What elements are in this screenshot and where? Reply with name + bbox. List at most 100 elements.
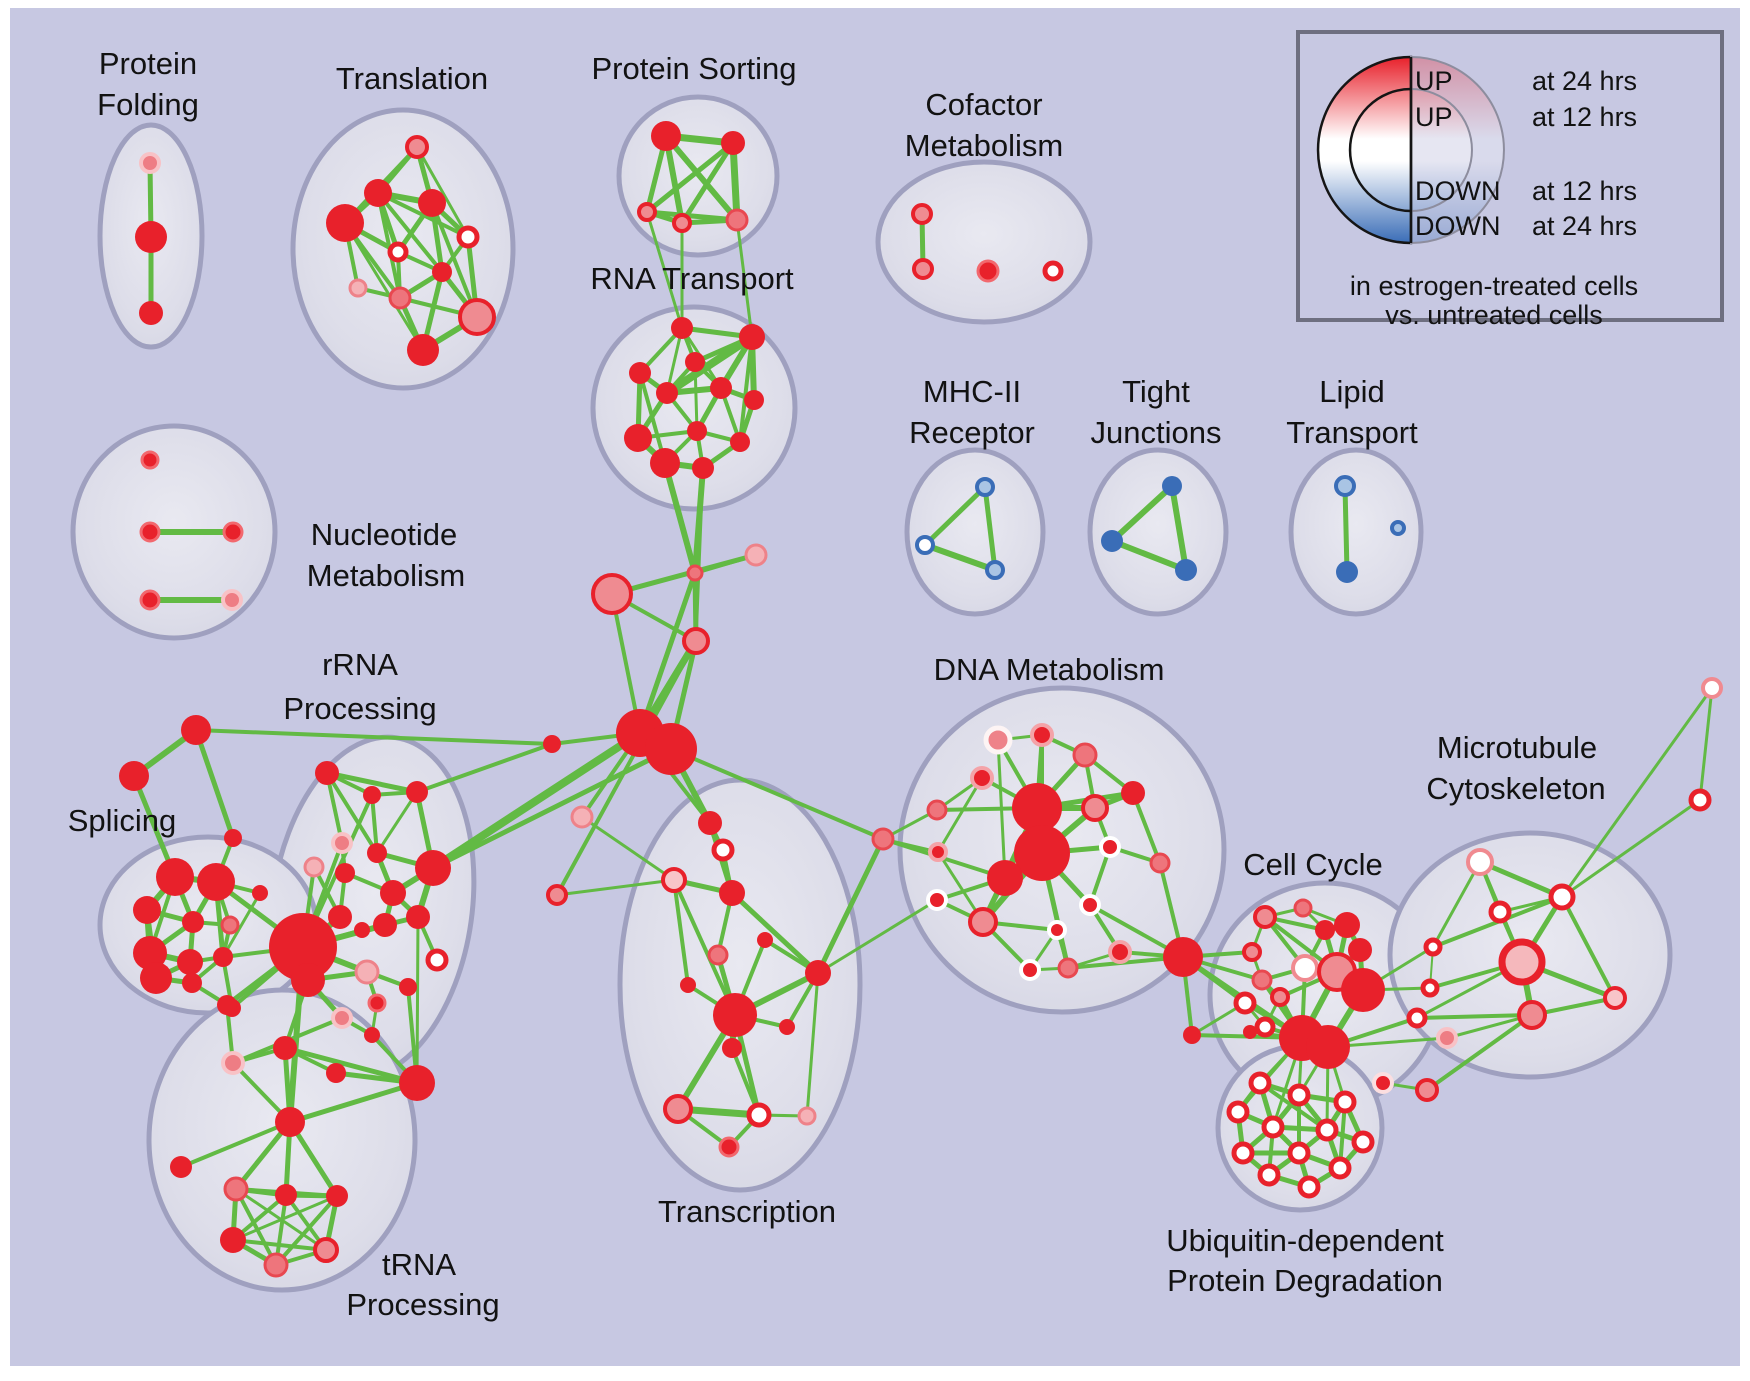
gene-node-nm3 bbox=[139, 589, 161, 611]
gene-node-mt4 bbox=[1517, 1000, 1547, 1030]
gene-node-tl10 bbox=[407, 334, 439, 366]
gene-node-cc14 bbox=[1306, 1025, 1350, 1069]
gene-node-tl8 bbox=[388, 286, 412, 310]
gene-node-sp1 bbox=[197, 863, 235, 901]
gene-node-tx3 bbox=[719, 880, 745, 906]
gene-node-cc12 bbox=[1254, 1016, 1276, 1038]
gene-node-tx2 bbox=[661, 867, 687, 893]
gene-node-cc5 bbox=[1291, 954, 1319, 982]
edge-ps1-ps3 bbox=[679, 140, 736, 226]
gene-node-lp2 bbox=[1390, 520, 1406, 536]
gene-node-rt0 bbox=[671, 317, 693, 339]
gene-node-dm5 bbox=[871, 827, 895, 851]
gene-node-tr5 bbox=[220, 1227, 246, 1253]
gene-node-dm17 bbox=[1047, 920, 1067, 940]
gene-node-mt5 bbox=[1603, 986, 1627, 1010]
edge-tx4-ch3 bbox=[555, 639, 698, 897]
gene-node-tr7 bbox=[263, 1252, 289, 1278]
gene-node-ub9 bbox=[1328, 1156, 1352, 1180]
gene-node-rr15 bbox=[425, 948, 449, 972]
legend-caption-0: in estrogen-treated cells bbox=[1350, 271, 1638, 301]
legend-dir-2: DOWN bbox=[1415, 176, 1500, 206]
gene-node-tr4 bbox=[326, 1185, 348, 1207]
edge-mh0-mh1 bbox=[922, 484, 988, 548]
cluster-bubble-transcription bbox=[617, 777, 863, 1193]
gene-node-dm11 bbox=[1121, 781, 1145, 805]
edge-ps1-ps2 bbox=[644, 140, 736, 215]
gene-node-ub0 bbox=[1248, 1071, 1272, 1095]
gene-node-rr18 bbox=[367, 993, 387, 1013]
cluster-label-protein-sorting-0: Protein Sorting bbox=[591, 51, 796, 86]
gene-node-tl1 bbox=[326, 204, 364, 242]
cluster-label-microtubule-cytoskeleton-1: Cytoskeleton bbox=[1426, 771, 1605, 806]
gene-node-rr14 bbox=[291, 963, 325, 997]
edge-tx9-dm14 bbox=[816, 898, 939, 975]
gene-node-tx7 bbox=[680, 977, 696, 993]
cluster-label-tight-junctions-0: Tight bbox=[1122, 374, 1190, 409]
cluster-label-cofactor-metabolism-0: Cofactor bbox=[925, 87, 1042, 122]
edge-ch6-rr7 bbox=[430, 746, 674, 871]
gene-node-dm12 bbox=[1099, 836, 1121, 858]
gene-node-tl9 bbox=[458, 298, 496, 336]
gene-node-sp2 bbox=[133, 896, 161, 924]
gene-node-dm19 bbox=[1019, 959, 1041, 981]
cluster-label-cofactor-metabolism-1: Metabolism bbox=[905, 128, 1064, 163]
gene-node-rt10 bbox=[650, 448, 680, 478]
gene-node-ub10 bbox=[1257, 1163, 1281, 1187]
gene-node-sp4 bbox=[220, 915, 240, 935]
gene-node-tr1 bbox=[170, 1156, 192, 1178]
gene-node-tr2 bbox=[223, 1176, 249, 1202]
gene-node-mt6 bbox=[1701, 677, 1723, 699]
gene-node-dm13 bbox=[1149, 852, 1171, 874]
gene-node-tx14 bbox=[797, 1106, 817, 1126]
gene-node-cc7 bbox=[1251, 969, 1273, 991]
gene-node-dm20 bbox=[1057, 957, 1079, 979]
legend-dir-0: UP bbox=[1415, 66, 1453, 96]
gene-node-ch2 bbox=[591, 573, 633, 615]
gene-node-rr20 bbox=[364, 1027, 380, 1043]
gene-node-tl5 bbox=[387, 241, 409, 263]
gene-node-cc0 bbox=[1253, 905, 1277, 929]
gene-node-sp5 bbox=[252, 885, 268, 901]
edge-tj0-tj1 bbox=[1109, 483, 1175, 544]
gene-node-pf2 bbox=[139, 301, 163, 325]
gene-node-rr12 bbox=[406, 905, 430, 929]
cluster-label-ubiquitin-degradation-0: Ubiquitin-dependent bbox=[1166, 1223, 1444, 1258]
gene-node-mt7 bbox=[1688, 788, 1712, 812]
gene-node-nm2 bbox=[222, 521, 244, 543]
gene-node-tx1 bbox=[711, 838, 735, 862]
cluster-label-splicing-0: Splicing bbox=[68, 803, 177, 838]
edge-rt2-rt7 bbox=[693, 360, 699, 433]
gene-node-rt7 bbox=[687, 421, 707, 441]
edge-rt1-rt9 bbox=[738, 335, 754, 444]
gene-node-ub11 bbox=[1297, 1175, 1321, 1199]
cluster-label-translation-0: Translation bbox=[336, 61, 488, 96]
edge-dm3-dm9 bbox=[936, 776, 984, 854]
edge-tx4-tx2 bbox=[555, 878, 676, 897]
gene-node-cc10 bbox=[1270, 987, 1290, 1007]
gene-node-rr19 bbox=[331, 1007, 353, 1029]
edge-ch1-ch2 bbox=[609, 552, 759, 597]
gene-node-mh0 bbox=[975, 477, 995, 497]
cluster-label-trna-processing-1: Processing bbox=[346, 1287, 499, 1322]
edge-rr12-rr25 bbox=[415, 915, 420, 1085]
gene-node-rr2 bbox=[363, 786, 381, 804]
gene-node-mh2 bbox=[985, 560, 1005, 580]
edge-rr0-rr5 bbox=[325, 771, 379, 855]
gene-node-tj2 bbox=[1175, 559, 1197, 581]
edge-sp5-sp10 bbox=[221, 891, 262, 959]
edge-rr0-rr1 bbox=[324, 770, 420, 795]
gene-node-tl6 bbox=[432, 262, 452, 282]
gene-node-ch3 bbox=[682, 627, 710, 655]
gene-node-tx15 bbox=[718, 1136, 740, 1158]
cluster-label-nucleotide-metabolism-0: Nucleotide bbox=[311, 517, 457, 552]
edge-pb0-tx2 bbox=[580, 815, 676, 882]
gene-node-ch4 bbox=[543, 735, 561, 753]
gene-node-dm21 bbox=[1163, 937, 1203, 977]
gene-node-rr0 bbox=[315, 761, 339, 785]
cluster-label-rrna-processing-0: rRNA bbox=[322, 647, 398, 682]
gene-node-ps1 bbox=[721, 131, 745, 155]
gene-node-ub7 bbox=[1231, 1141, 1255, 1165]
gene-node-cc11 bbox=[1233, 991, 1257, 1015]
cluster-label-transcription-0: Transcription bbox=[658, 1194, 836, 1229]
